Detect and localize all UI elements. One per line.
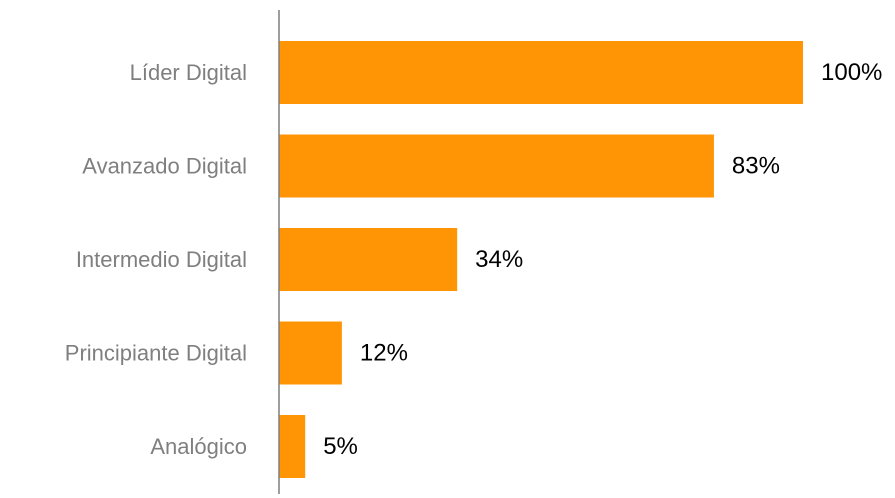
bar-0 xyxy=(279,41,803,104)
bars-group xyxy=(279,41,803,478)
value-label: 12% xyxy=(360,340,408,367)
category-label: Líder Digital xyxy=(130,60,247,85)
category-label: Principiante Digital xyxy=(65,341,247,366)
bar-4 xyxy=(279,415,306,478)
category-labels-group: Líder Digital Avanzado Digital Intermedio … xyxy=(65,60,247,459)
value-label: 34% xyxy=(475,246,523,273)
value-label: 83% xyxy=(732,153,780,180)
value-label: 5% xyxy=(323,433,358,460)
value-label: 100% xyxy=(821,59,882,86)
bar-1 xyxy=(279,134,714,198)
bar-3 xyxy=(279,321,342,385)
category-label: Intermedio Digital xyxy=(76,247,247,272)
category-label: Avanzado Digital xyxy=(82,154,247,179)
bar-2 xyxy=(279,228,458,291)
value-labels-group: 100% 83% 34% 12% 5% xyxy=(323,59,882,460)
category-label: Analógico xyxy=(150,434,247,459)
